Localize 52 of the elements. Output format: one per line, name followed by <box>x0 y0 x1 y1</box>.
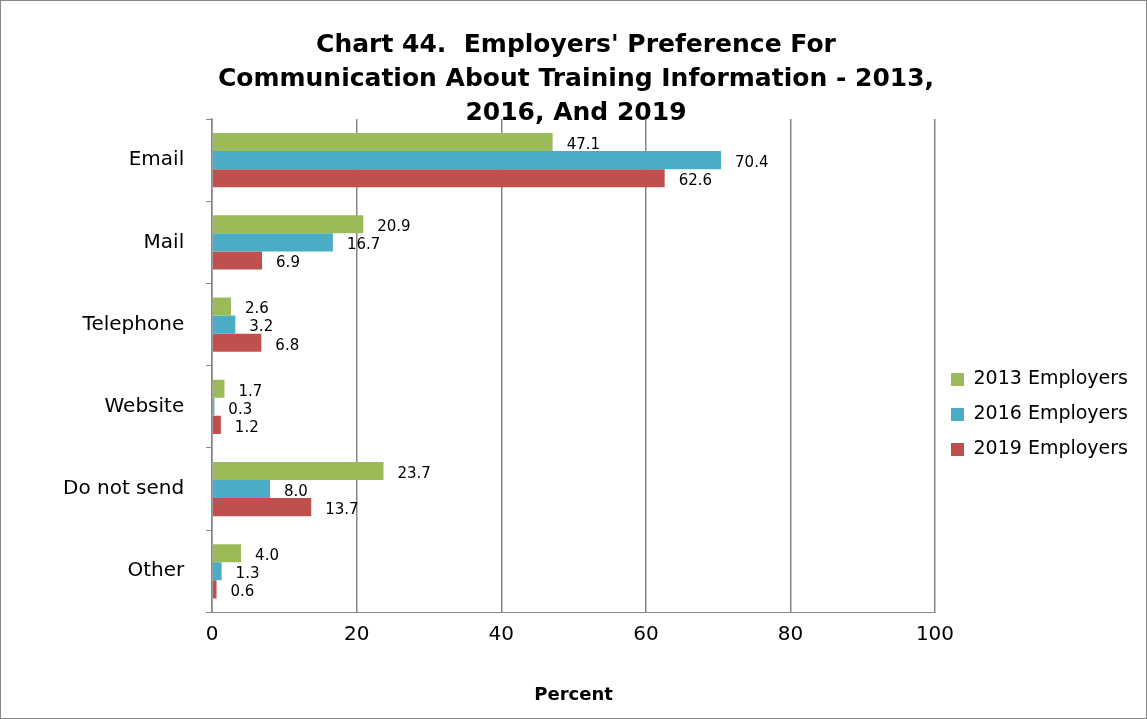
bar <box>212 562 222 581</box>
data-label: 47.1 <box>566 134 601 153</box>
legend-label: 2013 Employers <box>973 366 1128 389</box>
y-tick-label: Other <box>127 557 185 582</box>
data-label: 70.4 <box>735 153 769 172</box>
legend-label: 2016 Employers <box>973 401 1128 424</box>
data-label: 4.0 <box>255 546 279 565</box>
data-label: 1.2 <box>234 417 259 436</box>
y-tick-label: Telephone <box>81 310 185 335</box>
data-label: 20.9 <box>377 217 411 236</box>
bar <box>212 233 333 252</box>
bar <box>212 544 242 563</box>
y-tick-label: Email <box>128 146 185 171</box>
data-label: 0.6 <box>230 582 255 601</box>
y-tick-label: Website <box>104 393 185 418</box>
data-label: 23.7 <box>397 463 431 482</box>
x-tick-label: 60 <box>633 620 659 645</box>
chart-title: Chart 44. Employers' Preference For Communication About Training Information - 2013, 2016, And 2019 <box>216 28 936 128</box>
x-tick-label: 80 <box>777 620 804 645</box>
bar <box>212 169 665 188</box>
bar <box>212 215 364 234</box>
legend-label: 2019 Employers <box>973 436 1128 459</box>
bar <box>212 580 217 599</box>
bar <box>212 461 384 480</box>
bar <box>212 498 312 517</box>
data-label: 6.8 <box>275 335 300 354</box>
data-label: 16.7 <box>346 235 381 254</box>
bar <box>212 132 553 152</box>
data-label: 8.0 <box>284 481 308 500</box>
data-label: 62.6 <box>678 171 713 190</box>
bar <box>212 379 225 398</box>
y-tick-label: Do not send <box>63 475 185 500</box>
data-label: 13.7 <box>325 500 359 519</box>
x-tick-label: 0 <box>205 620 219 645</box>
data-label: 1.7 <box>238 381 263 400</box>
data-label: 3.2 <box>249 317 274 336</box>
bar <box>212 333 262 352</box>
data-label: 0.3 <box>228 399 253 418</box>
bar <box>212 315 236 334</box>
x-tick-label: 40 <box>488 620 515 645</box>
y-tick-label: Mail <box>143 228 185 253</box>
x-tick-label: 20 <box>344 620 370 645</box>
x-tick-label: 100 <box>915 620 955 645</box>
bar <box>212 251 263 270</box>
bar <box>212 151 722 170</box>
data-label: 1.3 <box>235 564 260 583</box>
data-label: 6.9 <box>276 253 300 272</box>
bar <box>212 480 271 499</box>
bar <box>212 297 231 316</box>
bar <box>212 415 221 434</box>
data-label: 2.6 <box>244 299 269 318</box>
x-axis-title: Percent <box>534 682 614 704</box>
